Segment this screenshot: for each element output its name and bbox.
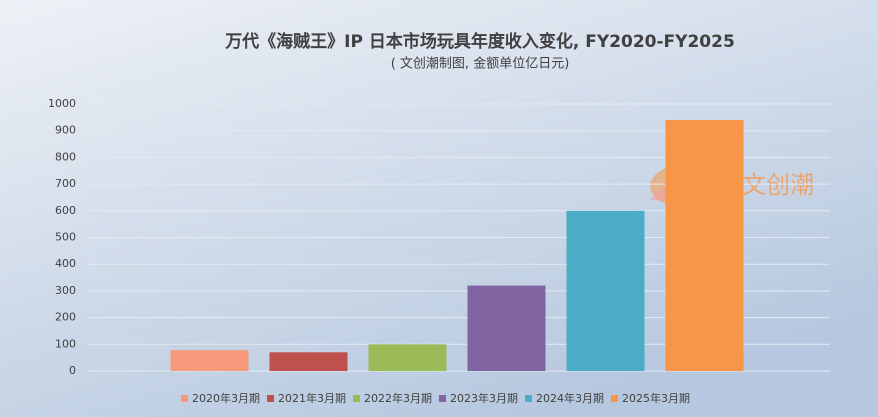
chart-subtitle: ( 文创潮制图, 金额单位亿日元) [391, 56, 570, 72]
y-tick-label: 500 [55, 231, 76, 244]
legend-label: 2022年3月期 [364, 391, 432, 405]
watermark: 文创潮 [742, 171, 814, 199]
bar [368, 344, 447, 371]
legend-swatch [353, 395, 360, 402]
bar [269, 352, 348, 371]
bar [467, 285, 546, 371]
legend-label: 2024年3月期 [536, 391, 604, 405]
legend-swatch [525, 395, 532, 402]
legend-swatch [611, 395, 618, 402]
chart-title: 万代《海贼王》IP 日本市场玩具年度收入变化, FY2020-FY2025 [224, 31, 735, 52]
legend-label: 2020年3月期 [192, 391, 260, 405]
legend-label: 2021年3月期 [278, 391, 346, 405]
y-tick-label: 400 [55, 257, 76, 270]
y-tick-label: 300 [55, 284, 76, 297]
legend-label: 2025年3月期 [622, 391, 690, 405]
bar [665, 120, 744, 372]
legend-swatch [181, 395, 188, 402]
y-tick-label: 600 [55, 204, 76, 217]
legend-swatch [267, 395, 274, 402]
y-tick-label: 1000 [48, 97, 76, 110]
y-tick-label: 0 [69, 364, 76, 377]
y-tick-label: 700 [55, 177, 76, 190]
y-tick-label: 900 [55, 124, 76, 137]
bar [566, 210, 645, 371]
legend-swatch [439, 395, 446, 402]
y-tick-label: 100 [55, 337, 76, 350]
y-tick-label: 200 [55, 311, 76, 324]
bar [170, 350, 249, 371]
y-tick-label: 800 [55, 150, 76, 163]
legend-label: 2023年3月期 [450, 391, 518, 405]
